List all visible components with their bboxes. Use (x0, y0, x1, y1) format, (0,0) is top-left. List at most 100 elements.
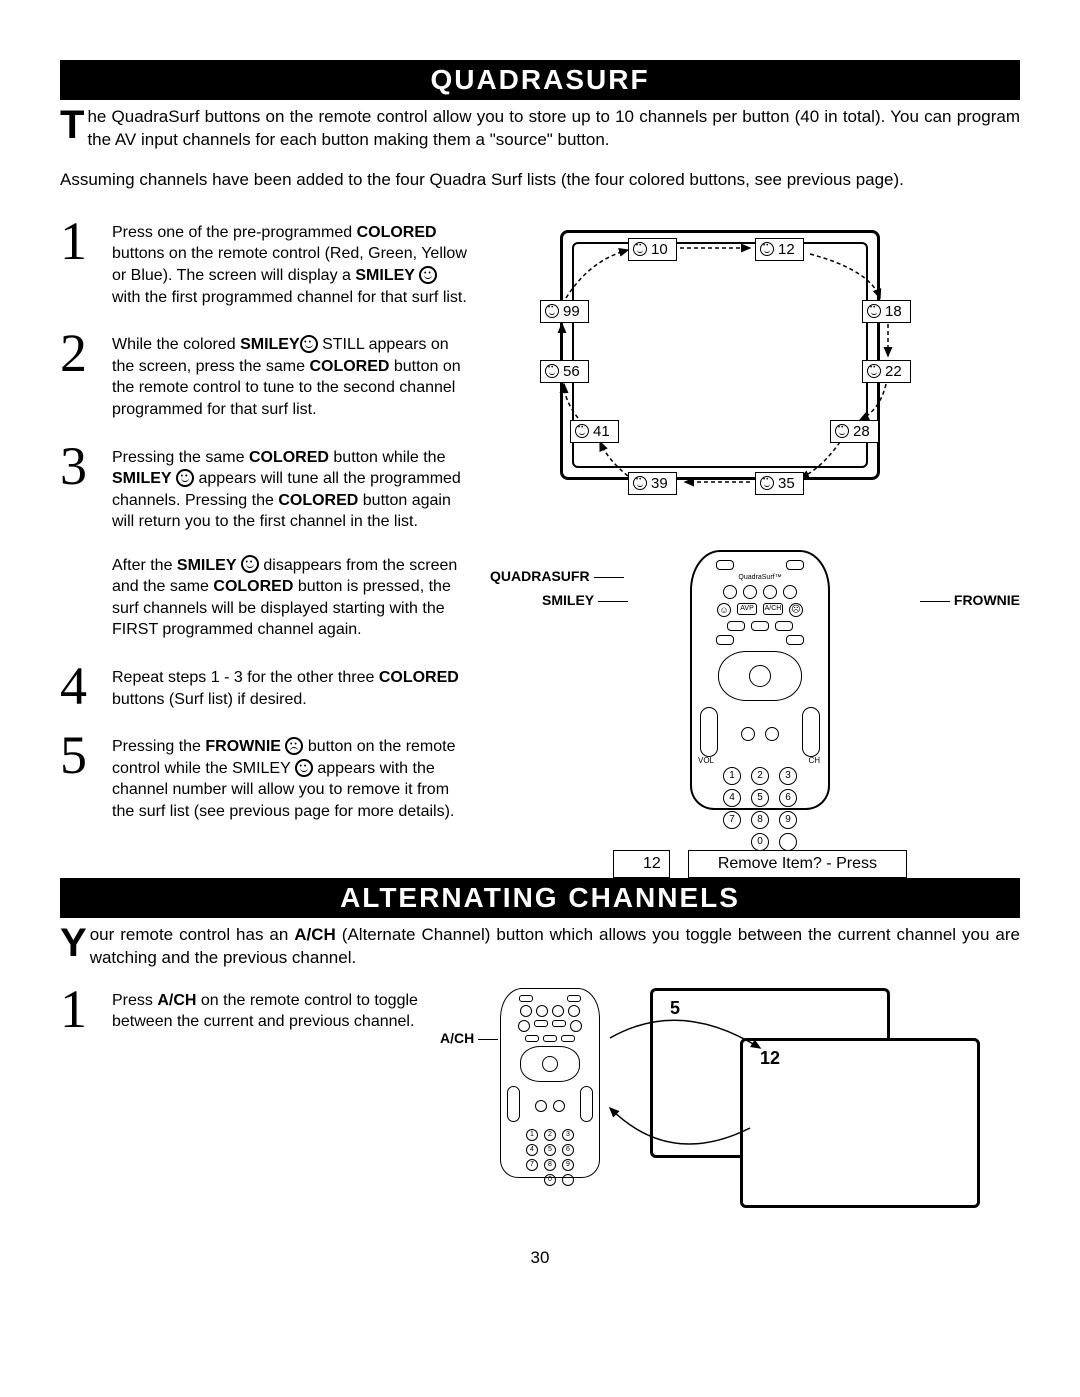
step-number: 3 (60, 445, 92, 641)
channel-box: 56 (540, 360, 589, 383)
assumption-note: Assuming channels have been added to the… (60, 170, 1020, 190)
smiley-frownie-row: ☺ AVP A/CH ☹ (692, 603, 828, 617)
qs-red[interactable] (723, 585, 737, 599)
step-3: 3 Pressing the same COLORED button while… (60, 445, 470, 641)
smiley-icon (633, 242, 647, 256)
smiley-icon (176, 469, 194, 487)
step-1: 1 Press one of the pre-programmed COLORE… (60, 220, 470, 308)
toggle-arrows-icon (600, 1008, 860, 1188)
key-5[interactable]: 5 (751, 789, 769, 807)
key-2[interactable]: 2 (751, 767, 769, 785)
diagram-column: 10121822283539415699 QUADRASUFR SMILEY F… (500, 220, 1020, 878)
alternating-heading: ALTERNATING CHANNELS (60, 878, 1020, 918)
dropcap-t: T (60, 106, 87, 142)
frownie-icon (697, 856, 712, 871)
remove-channel-box: 12 (613, 850, 670, 878)
channel-number: 22 (885, 363, 902, 380)
step-number: 1 (60, 988, 92, 1033)
step-5: 5 Pressing the FROWNIE button on the rem… (60, 734, 470, 822)
channel-number: 35 (778, 475, 795, 492)
qs-green[interactable] (743, 585, 757, 599)
channel-box: 28 (830, 420, 879, 443)
step-text: Pressing the same COLORED button while t… (112, 445, 470, 641)
ach-button-mini[interactable] (552, 1020, 566, 1027)
smiley-icon (760, 476, 774, 490)
smiley-icon (760, 242, 774, 256)
nav-ring[interactable] (718, 651, 802, 701)
channel-number: 10 (651, 241, 668, 258)
channel-box: 39 (628, 472, 677, 495)
channel-box: 41 (570, 420, 619, 443)
quadrasurf-intro: The QuadraSurf buttons on the remote con… (60, 106, 1020, 152)
channel-box: 18 (862, 300, 911, 323)
remote-diagram: QUADRASUFR SMILEY FROWNIE QuadraSurf™ (500, 550, 1020, 810)
smiley-icon (622, 856, 637, 871)
channel-number: 99 (563, 303, 580, 320)
step-number: 4 (60, 665, 92, 710)
frownie-button[interactable]: ☹ (789, 603, 803, 617)
key-9[interactable]: 9 (779, 811, 797, 829)
mini-remote: 123 456 789 0 (500, 988, 600, 1178)
keypad: 123 456 789 0 (692, 767, 828, 851)
step-text: While the colored SMILEY STILL appears o… (112, 332, 470, 420)
step-text: Press one of the pre-programmed COLORED … (112, 220, 470, 308)
manual-page: QUADRASURF The QuadraSurf buttons on the… (0, 0, 1080, 1308)
smiley-icon (867, 304, 881, 318)
key-7[interactable]: 7 (723, 811, 741, 829)
avp-button[interactable]: AVP (737, 603, 757, 615)
alternating-body: 1 Press A/CH on the remote control to to… (60, 988, 1020, 1218)
smiley-icon (300, 335, 318, 353)
smiley-icon (633, 476, 647, 490)
frownie-icon (285, 737, 303, 755)
tv-cycle-diagram: 10 12 18 22 28 35 39 41 56 99 (500, 220, 940, 530)
channel-number: 28 (853, 423, 870, 440)
channel-number: 39 (651, 475, 668, 492)
dropcap-y: Y (60, 924, 90, 960)
step-text: Pressing the FROWNIE button on the remot… (112, 734, 470, 822)
step-text: Repeat steps 1 - 3 for the other three C… (112, 665, 470, 710)
step-number: 1 (60, 220, 92, 308)
qs-yellow[interactable] (763, 585, 777, 599)
step-number: 5 (60, 734, 92, 822)
step-text: Press A/CH on the remote control to togg… (112, 988, 460, 1033)
step-4: 4 Repeat steps 1 - 3 for the other three… (60, 665, 470, 710)
intro-text: he QuadraSurf buttons on the remote cont… (87, 107, 1020, 149)
qs-blue[interactable] (783, 585, 797, 599)
smiley-button[interactable]: ☺ (717, 603, 731, 617)
smiley-icon (545, 364, 559, 378)
key-1[interactable]: 1 (723, 767, 741, 785)
smiley-icon (419, 266, 437, 284)
alt-diagram: A/CH 123 456 789 0 (480, 988, 1020, 1218)
ach-label: A/CH (440, 1030, 498, 1046)
channel-box: 35 (755, 472, 804, 495)
alt-step-1: 1 Press A/CH on the remote control to to… (60, 988, 460, 1033)
smiley-icon (835, 424, 849, 438)
key-3[interactable]: 3 (779, 767, 797, 785)
frownie-icon (883, 856, 898, 871)
smiley-icon (545, 304, 559, 318)
quadrasurf-heading: QUADRASURF (60, 60, 1020, 100)
channel-box: 22 (862, 360, 911, 383)
channel-box: 12 (755, 238, 804, 261)
key-6[interactable]: 6 (779, 789, 797, 807)
ach-button[interactable]: A/CH (763, 603, 783, 615)
smiley-icon (575, 424, 589, 438)
steps-column: 1 Press one of the pre-programmed COLORE… (60, 220, 470, 847)
quadrasufr-label: QUADRASUFR (490, 568, 624, 584)
key-8[interactable]: 8 (751, 811, 769, 829)
remote-control: QuadraSurf™ ☺ AVP A/CH ☹ (690, 550, 830, 810)
smiley-icon (295, 759, 313, 777)
key-0[interactable]: 0 (751, 833, 769, 851)
remove-item-row: 12 Remove Item? - Press (500, 850, 1020, 878)
quadrasurf-row (692, 585, 828, 599)
alternating-intro: Your remote control has an A/CH (Alterna… (60, 924, 1020, 970)
frownie-label: FROWNIE (920, 592, 1020, 608)
step-2: 2 While the colored SMILEY STILL appears… (60, 332, 470, 420)
channel-number: 41 (593, 423, 610, 440)
key-4[interactable]: 4 (723, 789, 741, 807)
channel-number: 12 (778, 241, 795, 258)
smiley-label: SMILEY (542, 592, 628, 608)
channel-box: 10 (628, 238, 677, 261)
remove-prompt-box: Remove Item? - Press (688, 850, 907, 878)
page-number: 30 (60, 1248, 1020, 1268)
